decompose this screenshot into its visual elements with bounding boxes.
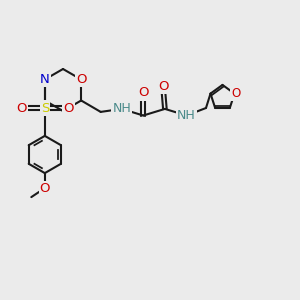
Text: S: S: [40, 101, 49, 115]
Text: NH: NH: [112, 102, 131, 116]
Text: NH: NH: [177, 109, 196, 122]
Text: O: O: [76, 73, 86, 86]
Text: O: O: [40, 182, 50, 195]
Text: N: N: [40, 73, 50, 86]
Text: O: O: [63, 101, 74, 115]
Text: O: O: [138, 86, 148, 100]
Text: O: O: [158, 80, 169, 93]
Text: O: O: [231, 87, 241, 100]
Text: O: O: [16, 101, 27, 115]
